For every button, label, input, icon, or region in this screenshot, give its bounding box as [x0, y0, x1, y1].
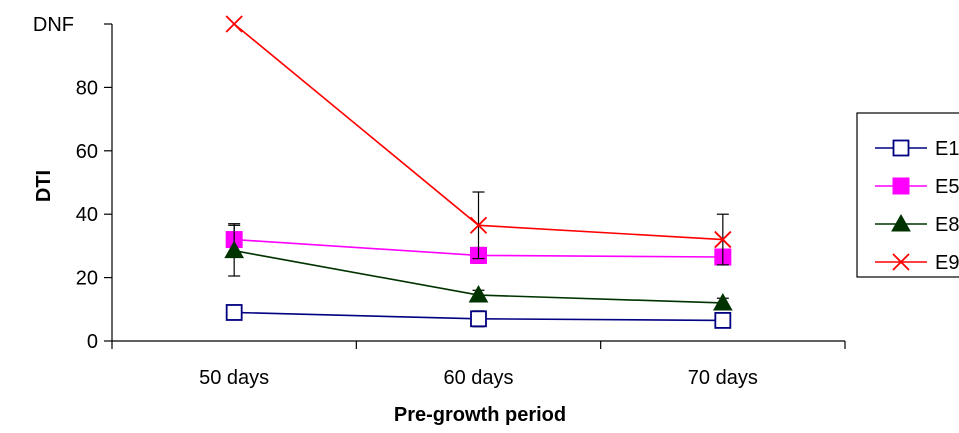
x-axis-title: Pre-growth period: [394, 404, 566, 426]
x-tick-label: 50 days: [199, 367, 269, 389]
legend-marker: [891, 213, 911, 232]
y-tick-label-dnf: DNF: [33, 14, 74, 36]
data-point: [714, 311, 732, 329]
x-tick-label: 70 days: [688, 367, 758, 389]
legend-marker: [892, 177, 910, 195]
data-point: [469, 216, 488, 234]
x-tick-label: 60 days: [443, 367, 513, 389]
legend-marker: [892, 139, 910, 157]
series-e8: [224, 224, 733, 311]
data-point: [225, 304, 243, 321]
legend-label: E1: [935, 138, 959, 160]
series-e1: [225, 304, 732, 329]
data-point: [225, 15, 243, 33]
data-point: [714, 230, 732, 249]
legend-label: E9: [935, 252, 959, 274]
legend-item: E5: [875, 176, 959, 198]
legend-marker: [892, 253, 910, 271]
series-e9: [225, 15, 732, 266]
y-axis-title: DTI: [33, 170, 55, 202]
legend-label: E8: [935, 214, 959, 236]
axes: [104, 23, 846, 349]
data-point: [470, 310, 487, 328]
y-tick-label: 0: [87, 331, 98, 353]
legend: E1 E5 E8 E9: [856, 112, 959, 278]
data-point: [712, 292, 733, 311]
y-tick-label: 40: [76, 204, 98, 226]
y-tick-label: 80: [76, 77, 98, 99]
legend-item: E1: [875, 138, 959, 160]
y-tick-label: 60: [76, 141, 98, 163]
tick-labels: 0 20 40 60 80 DNF 50 days 60 days 70 days: [33, 14, 758, 389]
data-point: [468, 285, 489, 303]
legend-item: E9: [875, 252, 959, 274]
data-point: [224, 240, 245, 259]
y-tick-label: 20: [76, 268, 98, 290]
legend-item: E8: [875, 213, 959, 236]
series-group: [224, 15, 733, 329]
legend-label: E5: [935, 176, 959, 198]
